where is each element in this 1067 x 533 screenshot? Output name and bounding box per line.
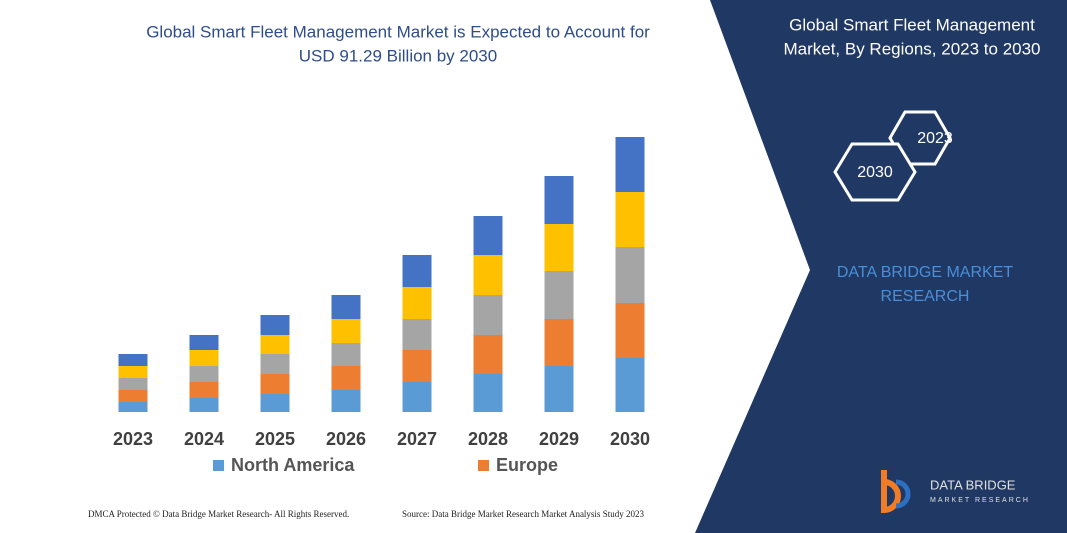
bar-segment: [260, 315, 290, 335]
bar-segment: [615, 303, 645, 358]
bar-segment: [260, 354, 290, 374]
x-tick-label: 2029: [539, 429, 579, 449]
footer-text: DMCA Protected © Data Bridge Market Rese…: [88, 509, 349, 519]
bar-segment: [331, 319, 361, 343]
hexagon-label: 2023: [917, 130, 953, 147]
bar-segment: [544, 319, 574, 366]
logo-text: MARKET RESEARCH: [930, 497, 1030, 504]
brand-text: DATA BRIDGE MARKET: [837, 264, 1014, 281]
panel-title: Market, By Regions, 2023 to 2030: [783, 39, 1040, 58]
brand-text: RESEARCH: [881, 288, 970, 305]
side-panel: [695, 0, 1067, 533]
bar-segment: [118, 378, 148, 390]
bar-segment: [331, 295, 361, 319]
bar-segment: [615, 192, 645, 247]
bar-segment: [615, 358, 645, 412]
bar-segment: [118, 402, 148, 412]
bar-segment: [544, 176, 574, 224]
logo-text: DATA BRIDGE: [930, 477, 1016, 492]
legend-swatch: [213, 460, 224, 471]
bar-segment: [402, 319, 432, 350]
bar-segment: [473, 216, 503, 255]
bar-segment: [402, 382, 432, 412]
bar-segment: [118, 354, 148, 366]
panel-title: Global Smart Fleet Management: [789, 15, 1035, 34]
bar-segment: [189, 350, 219, 366]
bar-segment: [473, 295, 503, 335]
x-tick-label: 2028: [468, 429, 508, 449]
hexagon: [833, 142, 917, 202]
bar-segment: [331, 366, 361, 390]
bar-segment: [402, 287, 432, 319]
x-tick-label: 2027: [397, 429, 437, 449]
bar-segment: [189, 398, 219, 412]
hexagon-label: 2030: [857, 164, 893, 181]
bar-segment: [615, 137, 645, 192]
bar-segment: [189, 382, 219, 398]
footer-text: Source: Data Bridge Market Research Mark…: [402, 509, 644, 519]
bar-segment: [331, 343, 361, 366]
bar-segment: [473, 255, 503, 295]
bar-segment: [544, 366, 574, 412]
bar-segment: [260, 394, 290, 412]
logo-mark: [895, 479, 911, 509]
x-tick-label: 2026: [326, 429, 366, 449]
chart-title: Global Smart Fleet Management Market is …: [146, 22, 650, 41]
bar-segment: [189, 335, 219, 350]
bar-segment: [615, 247, 645, 303]
bar-segment: [118, 390, 148, 402]
legend-label: Europe: [496, 455, 558, 475]
logo-mark: [881, 470, 901, 514]
bar-segment: [473, 374, 503, 412]
legend-swatch: [478, 460, 489, 471]
x-tick-label: 2023: [113, 429, 153, 449]
bar-segment: [260, 335, 290, 354]
bar-segment: [402, 350, 432, 382]
bar-segment: [118, 366, 148, 378]
bar-segment: [331, 390, 361, 412]
legend-label: North America: [231, 455, 355, 475]
chart-title: USD 91.29 Billion by 2030: [299, 46, 497, 65]
bar-segment: [544, 224, 574, 271]
bar-segment: [473, 335, 503, 374]
bar-segment: [260, 374, 290, 394]
x-tick-label: 2030: [610, 429, 650, 449]
x-tick-label: 2024: [184, 429, 224, 449]
bar-segment: [402, 255, 432, 287]
bar-segment: [189, 366, 219, 382]
x-tick-label: 2025: [255, 429, 295, 449]
bar-segment: [544, 271, 574, 319]
